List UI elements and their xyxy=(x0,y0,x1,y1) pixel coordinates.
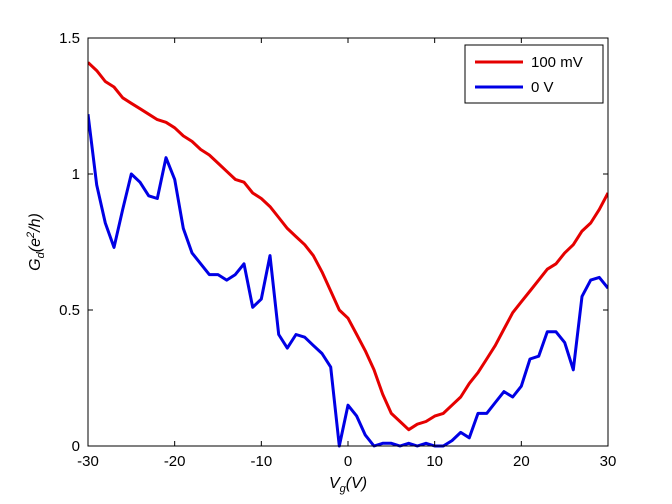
series-layer xyxy=(88,61,608,448)
y-tick-label: 0.5 xyxy=(59,302,80,319)
y-tick-label: 0 xyxy=(72,438,80,455)
x-tick-label: -30 xyxy=(77,453,99,470)
x-tick-label: 20 xyxy=(513,453,530,470)
x-tick-label: -20 xyxy=(164,453,186,470)
plot-area xyxy=(88,38,608,446)
legend-label-0v: 0 V xyxy=(531,79,554,96)
legend-label-100mv: 100 mV xyxy=(531,54,583,71)
series-line-100mv xyxy=(88,61,608,432)
x-tick-label: -10 xyxy=(250,453,272,470)
y-axis-label: Gd(e2/h) xyxy=(25,213,47,271)
series-line-0v xyxy=(88,114,608,448)
x-tick-label: 0 xyxy=(344,453,352,470)
x-tick-label: 10 xyxy=(426,453,443,470)
y-tick-label: 1.5 xyxy=(59,30,80,47)
ticks-layer: -30 -20 -10 0 10 20 30 0 0.5 1 1.5 xyxy=(59,30,616,470)
x-tick-label: 30 xyxy=(600,453,617,470)
legend: 100 mV 0 V xyxy=(464,44,604,104)
x-axis-label: Vg(V) xyxy=(329,475,367,495)
legend-box xyxy=(464,44,604,104)
y-tick-label: 1 xyxy=(72,166,80,183)
